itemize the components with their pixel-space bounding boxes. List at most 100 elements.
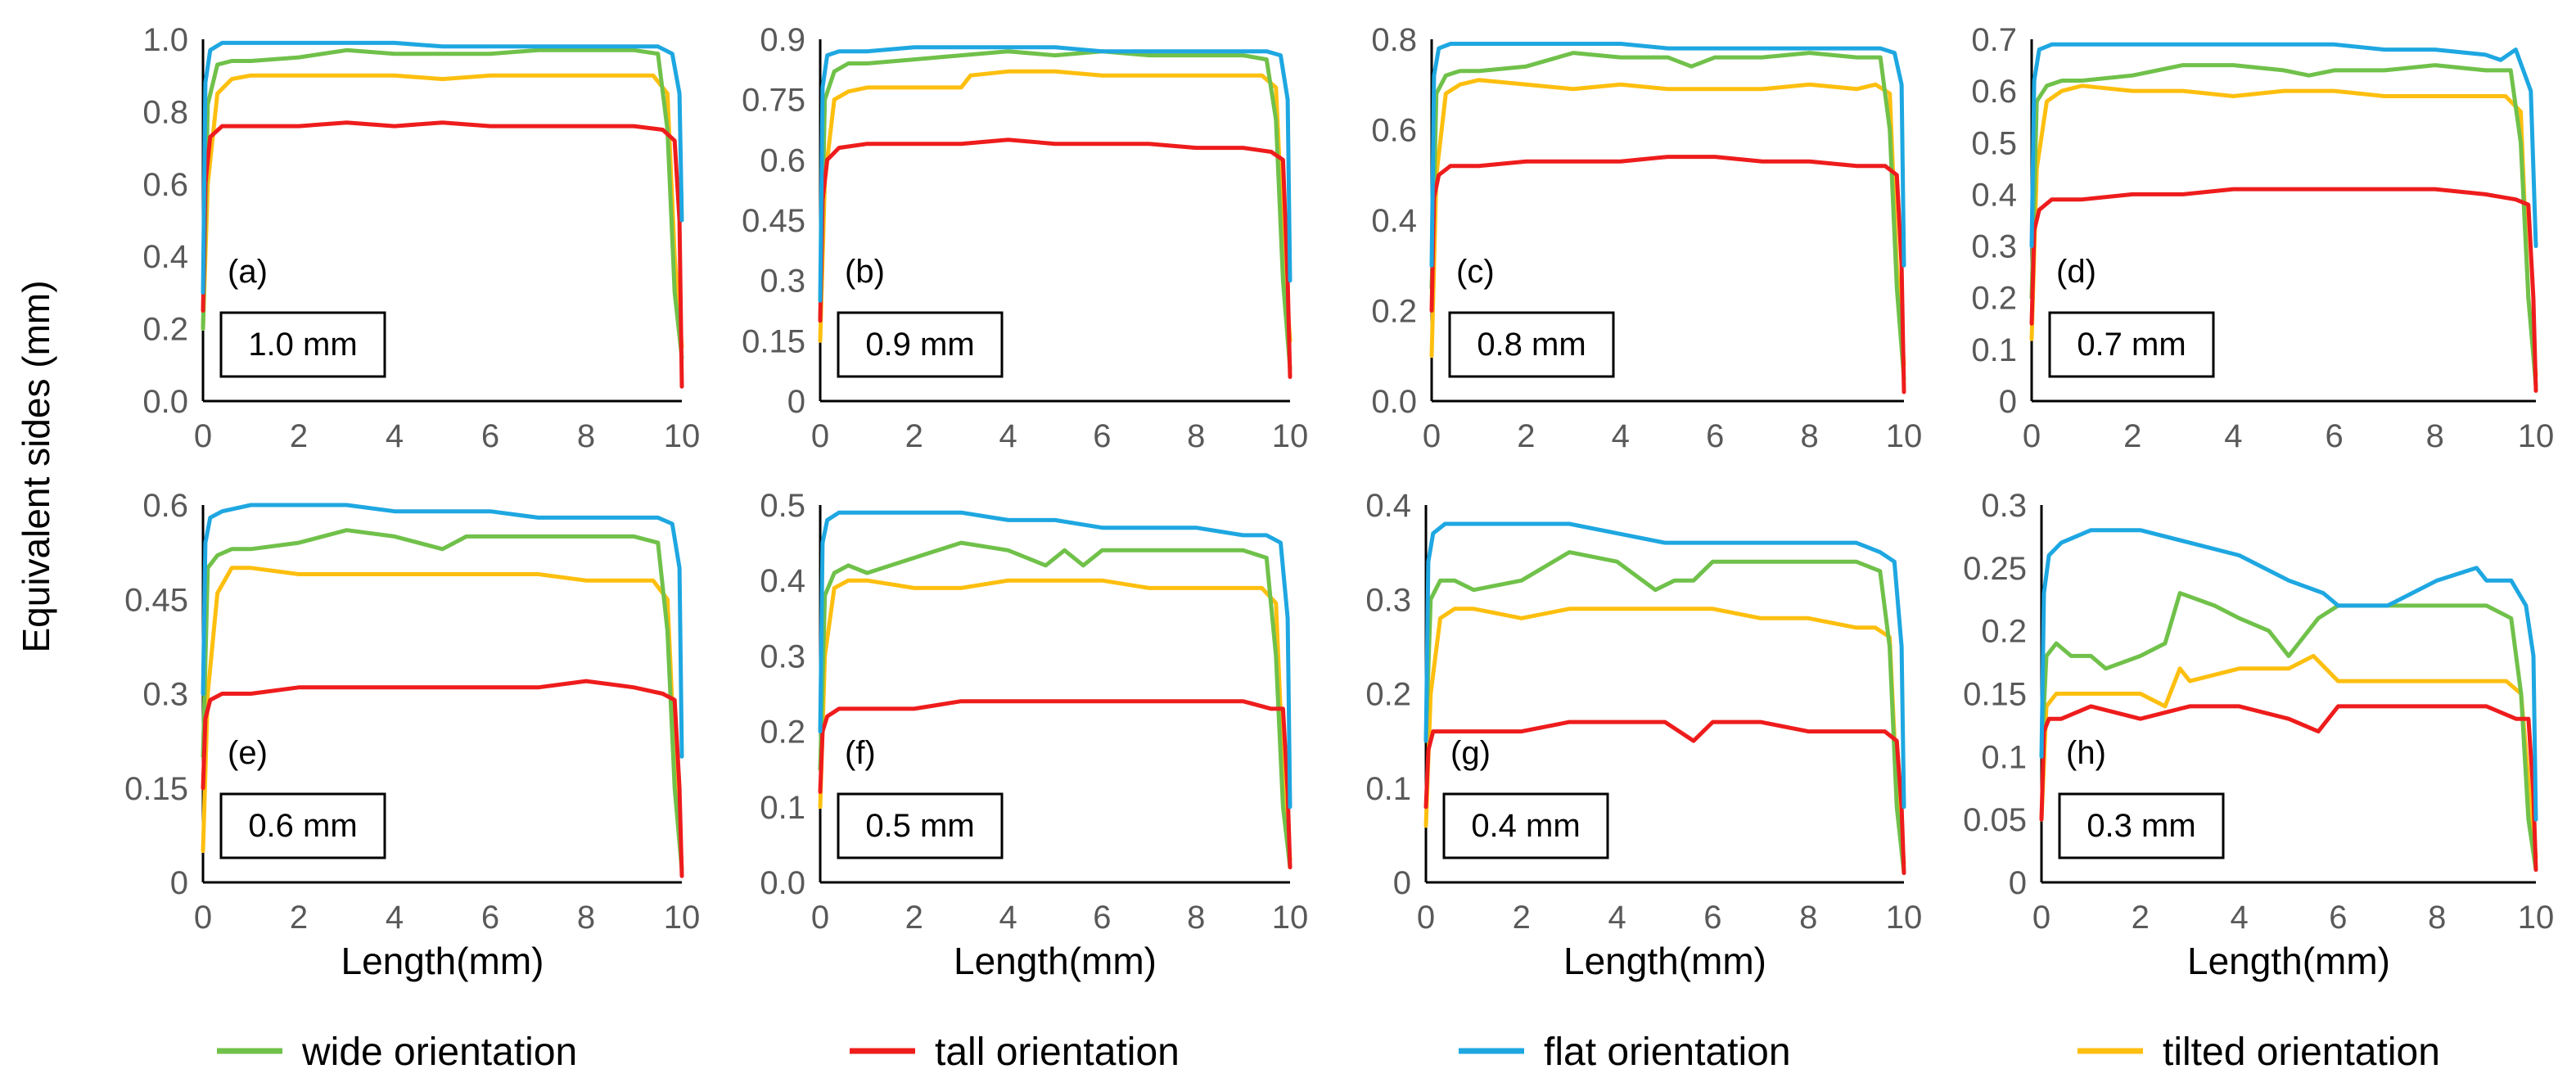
legend-item-wide: wide orientation <box>217 1031 577 1074</box>
y-tick-label: 0.2 <box>1981 614 2027 650</box>
x-tick-label: 4 <box>1612 418 1630 454</box>
size-label: 0.8 mm <box>1477 327 1586 363</box>
x-tick-label: 8 <box>1799 900 1817 936</box>
series-tall-line <box>1423 719 1906 875</box>
series-flat-line <box>201 503 684 759</box>
size-label: 0.9 mm <box>865 327 974 363</box>
x-tick-label: 2 <box>290 418 308 454</box>
x-tick-label: 6 <box>481 900 499 936</box>
y-tick-label: 0.15 <box>1963 677 2027 713</box>
series-wide-line <box>818 540 1293 870</box>
x-tick-label: 4 <box>2224 418 2242 454</box>
x-tick-label: 2 <box>1513 900 1531 936</box>
size-label-box <box>837 311 1004 378</box>
x-tick-label: 4 <box>1608 900 1626 936</box>
x-tick-label: 6 <box>481 418 499 454</box>
series-tall-line <box>201 679 684 878</box>
y-tick-label: 0.6 <box>1371 113 1417 149</box>
x-tick-label: 0 <box>2032 900 2050 936</box>
y-tick-label: 0.9 <box>760 22 805 58</box>
y-tick-label: 0.7 <box>1971 22 2017 58</box>
panel-label: (c) <box>1456 254 1495 290</box>
series-tilted-line <box>1423 607 1906 866</box>
size-label-box <box>837 792 1004 859</box>
y-tick-label: 0.15 <box>124 771 188 807</box>
series-tall-line <box>1429 155 1906 395</box>
size-label-box <box>1442 792 1609 859</box>
x-tick-label: 10 <box>664 418 701 454</box>
series-wide-line <box>818 49 1293 372</box>
y-tick-label: 0.1 <box>1365 771 1411 807</box>
x-tick-label: 10 <box>664 900 701 936</box>
x-tick-label: 6 <box>2329 900 2347 936</box>
series-wide-line <box>2029 63 2538 388</box>
panel-a: 0.0 0.2 0.4 0.6 0.8 1.0 0 2 4 6 8 10 (a) 1.0 mm <box>142 22 700 454</box>
x-tick-label: 4 <box>2230 900 2248 936</box>
size-label-box <box>2048 311 2215 378</box>
series-flat-line <box>2039 528 2538 822</box>
x-tick-label: 0 <box>1417 900 1435 936</box>
y-tick-label: 0.6 <box>1971 74 2017 110</box>
y-tick-label: 0 <box>787 384 805 420</box>
legend-item-tilted: tilted orientation <box>2077 1031 2440 1074</box>
y-tick-label: 0.1 <box>1981 739 2027 775</box>
x-tick-label: 2 <box>2132 900 2150 936</box>
y-tick-label: 0.3 <box>760 264 805 300</box>
series-tall-line <box>818 138 1293 379</box>
x-tick-label: 6 <box>2325 418 2343 454</box>
legend-label: wide orientation <box>301 1031 577 1074</box>
y-tick-label: 0.2 <box>760 715 805 751</box>
x-tick-label: 8 <box>1187 900 1205 936</box>
size-label: 0.5 mm <box>865 808 974 844</box>
panel-h: 0 0.05 0.1 0.15 0.2 0.25 0.3 0 2 4 6 8 10 Length(mm) (… <box>1963 488 2554 982</box>
y-tick-label: 0.5 <box>760 488 805 524</box>
y-tick-label: 0.3 <box>1971 229 2017 265</box>
x-axis-title: Length(mm) <box>341 940 544 982</box>
series-flat-line <box>818 45 1293 303</box>
x-tick-label: 8 <box>2428 900 2446 936</box>
x-tick-label: 10 <box>2518 900 2555 936</box>
size-label-box <box>2058 792 2225 859</box>
x-tick-label: 8 <box>1187 418 1205 454</box>
x-axis-title: Length(mm) <box>954 940 1157 982</box>
legend-label: tall orientation <box>935 1031 1180 1074</box>
y-tick-label: 0.8 <box>142 94 188 130</box>
y-tick-label: 0.4 <box>1971 177 2017 213</box>
panel-e: 0 0.15 0.3 0.45 0.6 0 2 4 6 8 10 Length(mm) (e) 0.6 m… <box>124 488 700 982</box>
series-tilted-line <box>818 578 1293 862</box>
size-label-box <box>219 792 386 859</box>
y-tick-label: 0 <box>2009 865 2027 901</box>
x-tick-label: 6 <box>1706 418 1724 454</box>
series-flat-line <box>818 510 1293 810</box>
x-tick-label: 10 <box>1272 418 1309 454</box>
size-label-box <box>219 311 386 378</box>
x-tick-label: 2 <box>905 418 923 454</box>
y-axis-title: Equivalent sides (mm) <box>15 280 57 652</box>
y-tick-label: 0.8 <box>1371 22 1417 58</box>
series-tilted-line <box>2029 83 2538 377</box>
x-tick-label: 2 <box>290 900 308 936</box>
x-tick-label: 2 <box>905 900 923 936</box>
y-tick-label: 0.25 <box>1963 551 2027 587</box>
series-tilted-line <box>201 566 684 873</box>
y-tick-label: 0.3 <box>1981 488 2027 524</box>
series-wide-line <box>1429 51 1906 381</box>
y-tick-label: 0.3 <box>1365 582 1411 618</box>
x-tick-label: 0 <box>2023 418 2041 454</box>
panel-label: (b) <box>845 254 885 290</box>
panel-label: (a) <box>228 254 268 290</box>
series-tilted-line <box>818 69 1293 343</box>
x-tick-label: 4 <box>386 900 404 936</box>
series-flat-line <box>201 40 684 295</box>
x-tick-label: 4 <box>999 418 1017 454</box>
size-label: 0.3 mm <box>2087 808 2195 844</box>
x-tick-label: 0 <box>811 418 829 454</box>
size-label-box <box>1448 311 1615 378</box>
y-tick-label: 0 <box>170 865 188 901</box>
panel-label: (g) <box>1450 735 1491 771</box>
y-tick-label: 0.2 <box>1971 281 2017 317</box>
panels: 0.00.20.40.60.81.00 2 4 6 8 10(a)1.0 mm00.150… <box>124 22 2554 982</box>
y-tick-label: 0 <box>1999 384 2017 420</box>
series-wide-line <box>2039 591 2538 873</box>
